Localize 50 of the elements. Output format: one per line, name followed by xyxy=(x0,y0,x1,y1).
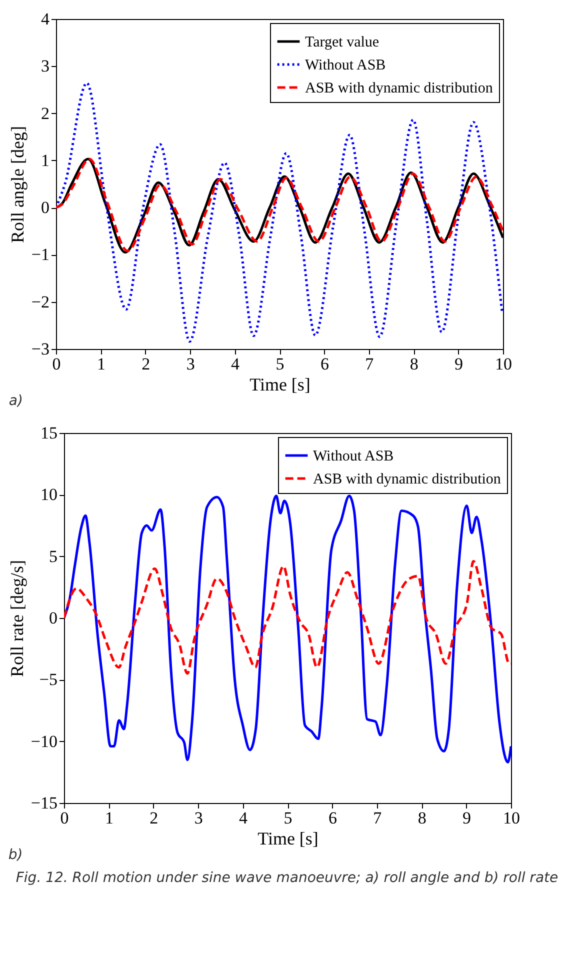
legend-label: ASB with dynamic distribution xyxy=(305,80,494,96)
y-tick-label: 5 xyxy=(49,546,58,566)
y-axis-title: Roll rate [deg/s] xyxy=(6,560,27,677)
y-tick-label: 10 xyxy=(40,485,58,504)
x-axis-title: Time [s] xyxy=(258,828,318,848)
x-tick-label: 2 xyxy=(142,354,150,374)
x-tick-label: 7 xyxy=(373,808,382,828)
x-tick-label: 4 xyxy=(239,808,248,828)
y-tick-label: 4 xyxy=(41,10,50,28)
y-tick-label: −10 xyxy=(30,732,58,751)
legend-label: Target value xyxy=(305,34,380,50)
x-tick-label: 9 xyxy=(454,354,464,374)
x-tick-label: 4 xyxy=(231,354,240,374)
y-tick-label: −3 xyxy=(31,340,50,358)
y-tick-label: 1 xyxy=(41,150,50,170)
x-tick-label: 5 xyxy=(284,808,292,828)
line-series xyxy=(56,82,503,343)
x-tick-label: 6 xyxy=(328,808,337,828)
legend-label: Without ASB xyxy=(313,448,394,464)
x-tick-label: 7 xyxy=(365,354,374,374)
x-tick-label: 10 xyxy=(503,808,520,828)
x-tick-label: 3 xyxy=(194,808,203,828)
x-axis-title: Time [s] xyxy=(250,374,310,394)
legend-label: ASB with dynamic distribution xyxy=(313,472,502,488)
caption: Fig. 12. Roll motion under sine wave manoeuvre; a) roll angle and b) roll rate xyxy=(14,870,560,886)
y-tick-label: −5 xyxy=(39,670,58,690)
legend-label: Without ASB xyxy=(305,58,386,74)
x-tick-label: 2 xyxy=(150,808,158,828)
text: a) xyxy=(8,393,23,409)
x-tick-label: 10 xyxy=(495,354,512,374)
x-tick-label: 6 xyxy=(320,354,329,374)
y-tick-label: −1 xyxy=(31,245,50,264)
y-tick-label: 0 xyxy=(49,608,58,628)
x-tick-label: 8 xyxy=(418,808,426,828)
x-tick-label: 1 xyxy=(104,808,114,828)
y-tick-label: 0 xyxy=(41,198,50,218)
y-tick-label: 15 xyxy=(40,424,58,442)
x-tick-label: 9 xyxy=(462,808,472,828)
line-series xyxy=(64,494,511,764)
x-tick-label: 5 xyxy=(276,354,284,374)
text: b) xyxy=(8,847,23,863)
y-tick-label: −15 xyxy=(30,794,58,812)
y-tick-label: 3 xyxy=(41,56,50,76)
x-tick-label: 3 xyxy=(186,354,195,374)
x-tick-label: 8 xyxy=(410,354,418,374)
x-tick-label: 1 xyxy=(96,354,106,374)
y-axis-title: Roll angle [deg] xyxy=(7,126,28,243)
line-series xyxy=(64,560,511,675)
y-tick-label: −2 xyxy=(31,292,50,312)
y-tick-label: 2 xyxy=(41,104,50,123)
